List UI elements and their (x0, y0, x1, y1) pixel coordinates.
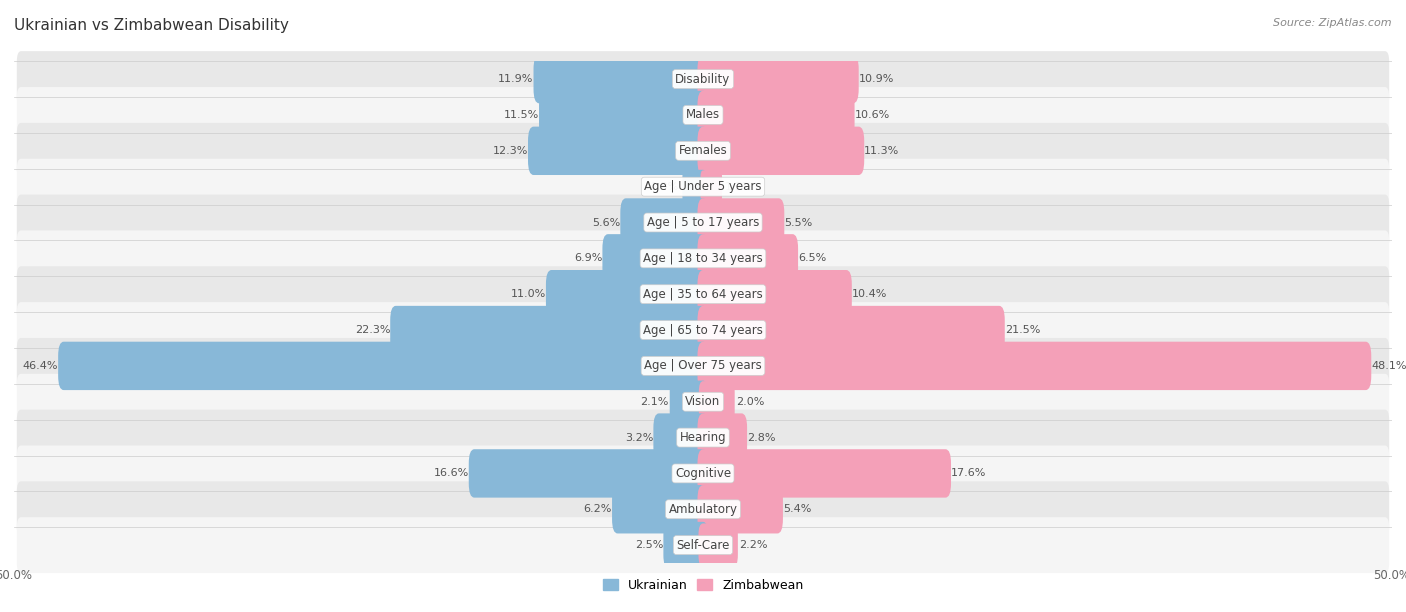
FancyBboxPatch shape (697, 91, 855, 139)
FancyBboxPatch shape (17, 446, 1389, 501)
Text: 16.6%: 16.6% (433, 468, 468, 479)
FancyBboxPatch shape (17, 338, 1389, 394)
Text: Age | Under 5 years: Age | Under 5 years (644, 180, 762, 193)
FancyBboxPatch shape (17, 302, 1389, 358)
Text: 3.2%: 3.2% (626, 433, 654, 442)
FancyBboxPatch shape (612, 485, 709, 534)
FancyBboxPatch shape (697, 127, 865, 175)
FancyBboxPatch shape (654, 413, 709, 462)
Text: Age | 35 to 64 years: Age | 35 to 64 years (643, 288, 763, 300)
FancyBboxPatch shape (17, 481, 1389, 537)
Text: 6.5%: 6.5% (799, 253, 827, 263)
FancyBboxPatch shape (17, 159, 1389, 215)
FancyBboxPatch shape (538, 91, 709, 139)
Text: 2.8%: 2.8% (747, 433, 776, 442)
FancyBboxPatch shape (697, 198, 785, 247)
FancyBboxPatch shape (17, 230, 1389, 286)
FancyBboxPatch shape (529, 127, 709, 175)
FancyBboxPatch shape (391, 306, 709, 354)
Text: 6.9%: 6.9% (574, 253, 602, 263)
Text: 5.5%: 5.5% (785, 217, 813, 228)
Text: 5.4%: 5.4% (783, 504, 811, 514)
Text: Self-Care: Self-Care (676, 539, 730, 551)
FancyBboxPatch shape (669, 381, 707, 423)
FancyBboxPatch shape (697, 306, 1005, 354)
FancyBboxPatch shape (697, 449, 950, 498)
Text: Source: ZipAtlas.com: Source: ZipAtlas.com (1274, 18, 1392, 28)
FancyBboxPatch shape (697, 55, 859, 103)
Text: 10.9%: 10.9% (859, 74, 894, 84)
FancyBboxPatch shape (17, 87, 1389, 143)
Text: Ukrainian vs Zimbabwean Disability: Ukrainian vs Zimbabwean Disability (14, 18, 290, 34)
FancyBboxPatch shape (17, 51, 1389, 107)
Text: 22.3%: 22.3% (354, 325, 391, 335)
FancyBboxPatch shape (697, 270, 852, 318)
Text: 2.5%: 2.5% (634, 540, 664, 550)
FancyBboxPatch shape (697, 234, 799, 283)
FancyBboxPatch shape (682, 170, 706, 204)
Text: Vision: Vision (685, 395, 721, 408)
Text: Hearing: Hearing (679, 431, 727, 444)
FancyBboxPatch shape (58, 341, 709, 390)
Text: 1.2%: 1.2% (725, 182, 754, 192)
FancyBboxPatch shape (17, 266, 1389, 322)
FancyBboxPatch shape (17, 374, 1389, 430)
Text: 10.6%: 10.6% (855, 110, 890, 120)
FancyBboxPatch shape (699, 523, 738, 567)
Text: 11.3%: 11.3% (865, 146, 900, 156)
Text: 21.5%: 21.5% (1005, 325, 1040, 335)
FancyBboxPatch shape (533, 55, 709, 103)
FancyBboxPatch shape (700, 170, 723, 203)
Text: 46.4%: 46.4% (22, 361, 58, 371)
Text: 11.5%: 11.5% (503, 110, 538, 120)
FancyBboxPatch shape (664, 522, 709, 569)
Text: 12.3%: 12.3% (492, 146, 529, 156)
Text: Males: Males (686, 108, 720, 121)
Text: 11.9%: 11.9% (498, 74, 533, 84)
Text: 5.6%: 5.6% (592, 217, 620, 228)
Text: 11.0%: 11.0% (510, 289, 546, 299)
FancyBboxPatch shape (697, 485, 783, 534)
Text: Disability: Disability (675, 73, 731, 86)
FancyBboxPatch shape (546, 270, 709, 318)
Text: Age | 5 to 17 years: Age | 5 to 17 years (647, 216, 759, 229)
Text: 48.1%: 48.1% (1371, 361, 1406, 371)
FancyBboxPatch shape (620, 198, 709, 247)
FancyBboxPatch shape (468, 449, 709, 498)
FancyBboxPatch shape (699, 381, 735, 422)
FancyBboxPatch shape (17, 409, 1389, 466)
Text: 6.2%: 6.2% (583, 504, 612, 514)
Text: 2.0%: 2.0% (737, 397, 765, 407)
Text: 2.2%: 2.2% (738, 540, 768, 550)
Legend: Ukrainian, Zimbabwean: Ukrainian, Zimbabwean (598, 574, 808, 597)
Text: Age | 18 to 34 years: Age | 18 to 34 years (643, 252, 763, 265)
Text: Age | Over 75 years: Age | Over 75 years (644, 359, 762, 372)
Text: Females: Females (679, 144, 727, 157)
Text: 17.6%: 17.6% (950, 468, 987, 479)
FancyBboxPatch shape (602, 234, 709, 283)
Text: Ambulatory: Ambulatory (668, 503, 738, 516)
FancyBboxPatch shape (697, 413, 747, 462)
Text: Cognitive: Cognitive (675, 467, 731, 480)
FancyBboxPatch shape (17, 195, 1389, 250)
FancyBboxPatch shape (17, 517, 1389, 573)
Text: Age | 65 to 74 years: Age | 65 to 74 years (643, 324, 763, 337)
Text: 2.1%: 2.1% (640, 397, 669, 407)
FancyBboxPatch shape (697, 341, 1371, 390)
Text: 10.4%: 10.4% (852, 289, 887, 299)
FancyBboxPatch shape (17, 123, 1389, 179)
Text: 1.3%: 1.3% (651, 182, 679, 192)
